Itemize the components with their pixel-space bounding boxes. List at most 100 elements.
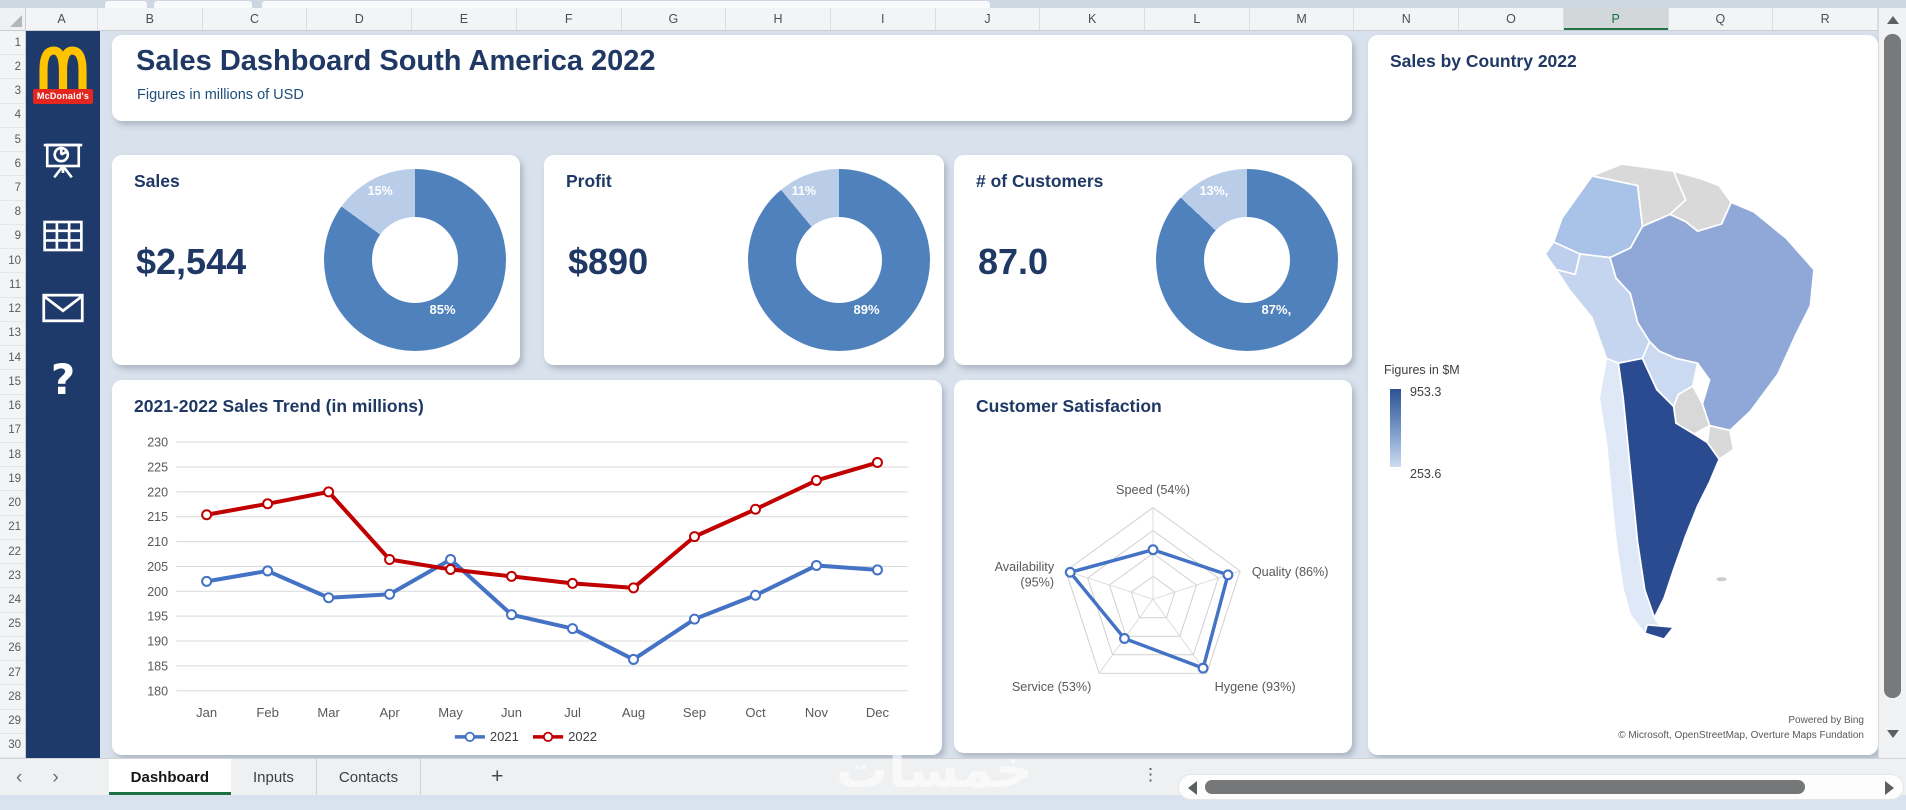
map-legend-max: 953.3	[1410, 385, 1442, 399]
column-header-A[interactable]: A	[26, 8, 98, 30]
column-header-E[interactable]: E	[412, 8, 517, 30]
row-header-3[interactable]: 3	[0, 79, 25, 104]
kpi-card-customers: # of Customers 87.0 87%, 13%,	[954, 155, 1352, 365]
add-sheet-button[interactable]: +	[491, 765, 504, 788]
row-header-30[interactable]: 30	[0, 734, 25, 759]
kpi-donut-chart[interactable]: 85% 15%	[324, 169, 506, 351]
mail-icon[interactable]	[41, 292, 85, 329]
svg-text:Availability: Availability	[995, 560, 1055, 574]
column-header-R[interactable]: R	[1773, 8, 1878, 30]
page-title: Sales Dashboard South America 2022	[136, 45, 656, 77]
column-header-O[interactable]: O	[1459, 8, 1564, 30]
row-header-22[interactable]: 22	[0, 540, 25, 565]
row-header-12[interactable]: 12	[0, 298, 25, 322]
radar-chart-title: Customer Satisfaction	[976, 396, 1162, 416]
row-header-27[interactable]: 27	[0, 661, 25, 686]
sheet-tab-contacts[interactable]: Contacts	[317, 759, 422, 795]
row-header-2[interactable]: 2	[0, 55, 25, 80]
row-header-13[interactable]: 13	[0, 322, 25, 347]
column-header-D[interactable]: D	[307, 8, 413, 30]
row-header-7[interactable]: 7	[0, 176, 25, 201]
svg-text:190: 190	[147, 635, 168, 649]
svg-text:Dec: Dec	[866, 705, 890, 720]
column-header-H[interactable]: H	[726, 8, 831, 30]
map-attribution-copyright: © Microsoft, OpenStreetMap, Overture Map…	[1618, 730, 1864, 741]
column-header-M[interactable]: M	[1250, 8, 1355, 30]
row-header-23[interactable]: 23	[0, 564, 25, 589]
kpi-title: # of Customers	[976, 171, 1104, 191]
column-header-J[interactable]: J	[936, 8, 1041, 30]
row-header-6[interactable]: 6	[0, 152, 25, 177]
row-header-16[interactable]: 16	[0, 395, 25, 419]
sheet-bar-menu-icon[interactable]: ⋮	[1142, 765, 1159, 784]
row-header-14[interactable]: 14	[0, 346, 25, 371]
sheet-nav: ‹ ›	[0, 759, 73, 795]
presentation-chart-icon[interactable]	[42, 138, 84, 185]
svg-text:Oct: Oct	[745, 705, 766, 720]
row-header-24[interactable]: 24	[0, 588, 25, 613]
row-header-26[interactable]: 26	[0, 637, 25, 662]
select-all-corner[interactable]	[0, 8, 26, 30]
svg-text:Service (53%): Service (53%)	[1012, 680, 1091, 694]
scroll-up-icon[interactable]	[1887, 16, 1899, 24]
vertical-scrollbar[interactable]	[1878, 8, 1906, 758]
column-header-B[interactable]: B	[98, 8, 203, 30]
row-header-17[interactable]: 17	[0, 419, 25, 443]
row-header-15[interactable]: 15	[0, 370, 25, 395]
sheet-nav-left-icon[interactable]: ‹	[16, 766, 23, 788]
column-header-G[interactable]: G	[622, 8, 727, 30]
scroll-down-icon[interactable]	[1887, 730, 1899, 738]
map-legend-min: 253.6	[1410, 467, 1442, 481]
column-header-K[interactable]: K	[1040, 8, 1146, 30]
svg-text:185: 185	[147, 659, 168, 673]
row-header-9[interactable]: 9	[0, 225, 25, 250]
sheet-nav-right-icon[interactable]: ›	[52, 766, 59, 788]
column-header-Q[interactable]: Q	[1669, 8, 1774, 30]
kpi-donut-chart[interactable]: 89% 11%	[748, 169, 930, 351]
column-header-N[interactable]: N	[1354, 8, 1460, 30]
kpi-donut-chart[interactable]: 87%, 13%,	[1156, 169, 1338, 351]
row-header-19[interactable]: 19	[0, 467, 25, 492]
mcdonalds-label: McDonald's	[32, 89, 94, 104]
row-header-10[interactable]: 10	[0, 249, 25, 274]
row-header-8[interactable]: 8	[0, 201, 25, 225]
customer-satisfaction-radar-chart[interactable]: Speed (54%) Quality (86%) Hygene (93%) Serv…	[960, 426, 1346, 749]
sheet-tab-dashboard[interactable]: Dashboard	[108, 759, 232, 795]
map-country-colombia	[1552, 175, 1644, 259]
column-header-L[interactable]: L	[1145, 8, 1250, 30]
dashboard-header-card: Sales Dashboard South America 2022 Figur…	[112, 35, 1352, 121]
scroll-left-icon[interactable]	[1188, 781, 1197, 795]
help-question-icon[interactable]: ?	[50, 355, 76, 404]
row-header-21[interactable]: 21	[0, 516, 25, 540]
donut-main-label: 89%	[853, 301, 880, 317]
row-numbers: 1 2 3 4 5 6 7 8 9 10 11 12 13 14 15 16 17 18 19 20 21 22 23 24 2…	[0, 31, 26, 759]
vertical-scrollbar-thumb[interactable]	[1884, 34, 1901, 698]
column-header-C[interactable]: C	[203, 8, 308, 30]
row-header-4[interactable]: 4	[0, 104, 25, 128]
row-header-29[interactable]: 29	[0, 710, 25, 734]
table-icon[interactable]	[42, 219, 84, 258]
map-legend-title: Figures in $M	[1384, 363, 1460, 377]
horizontal-scrollbar[interactable]	[1178, 774, 1904, 800]
top-strip-segment	[262, 1, 990, 8]
column-header-F[interactable]: F	[517, 8, 622, 30]
row-header-25[interactable]: 25	[0, 613, 25, 637]
svg-text:Mar: Mar	[317, 705, 340, 720]
svg-text:195: 195	[147, 610, 168, 624]
sales-trend-line-chart[interactable]: 180 185 190 195 200 205 210 215 220 225 230 Jan Feb M…	[118, 426, 936, 751]
row-header-20[interactable]: 20	[0, 491, 25, 516]
row-header-1[interactable]: 1	[0, 31, 25, 56]
row-header-28[interactable]: 28	[0, 685, 25, 710]
svg-text:Jul: Jul	[564, 705, 581, 720]
row-header-5[interactable]: 5	[0, 128, 25, 153]
column-header-P[interactable]: P	[1563, 8, 1669, 30]
row-header-18[interactable]: 18	[0, 443, 25, 468]
sheet-tab-inputs[interactable]: Inputs	[231, 759, 317, 795]
row-header-11[interactable]: 11	[0, 273, 25, 298]
column-header-I[interactable]: I	[831, 8, 936, 30]
south-america-map[interactable]	[1496, 127, 1856, 657]
scroll-right-icon[interactable]	[1885, 781, 1894, 795]
svg-text:200: 200	[147, 585, 168, 599]
map-falkland-islands	[1714, 575, 1729, 583]
horizontal-scrollbar-thumb[interactable]	[1205, 780, 1805, 794]
